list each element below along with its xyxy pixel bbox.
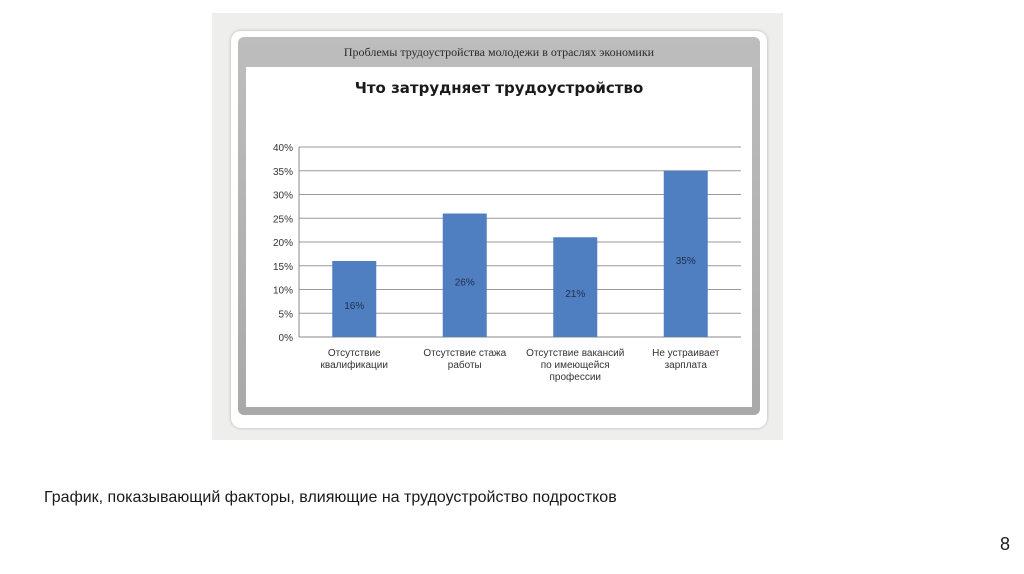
y-tick-label: 35% [273,167,293,178]
bar [663,170,708,337]
x-tick-label: Отсутствие квалификации [321,348,388,371]
page-number: 8 [999,534,1010,554]
y-tick-label: 10% [273,286,293,297]
bar-chart: 0% 5% 10% 15% 20% 25% 30% 35% 40% 16% Отсутствие кв… [273,143,741,383]
bar [553,237,598,337]
data-label: 35% [676,256,696,267]
frame-header: Проблемы трудоустройства молодежи в отра… [343,45,655,59]
x-tick-label: Отсутствие вакансий по имеющейся профессии [526,348,624,383]
chart-frame: Проблемы трудоустройства молодежи в отра… [231,31,767,428]
data-label: 16% [344,301,364,312]
y-tick-label: 5% [279,309,294,320]
y-tick-label: 20% [273,238,293,249]
slide-caption: График, показывающий факторы, влияющие н… [44,489,617,506]
x-tick-label: Отсутствие стажа работы [423,348,506,371]
chart-panel: Что затрудняет трудоустройство 0% 5% 10% 15… [246,67,752,407]
chart-frame-band: Проблемы трудоустройства молодежи в отра… [238,37,760,415]
bar [442,213,487,337]
y-tick-label: 15% [273,262,293,273]
slide-image: Проблемы трудоустройства молодежи в отра… [212,13,783,440]
y-tick-label: 25% [273,214,293,225]
data-label: 21% [565,289,585,300]
y-tick-label: 40% [273,143,293,154]
x-tick-label: Не устраивает зарплата [652,348,720,371]
chart-title: Что затрудняет трудоустройство [354,79,644,97]
bar [332,261,377,337]
y-tick-label: 0% [279,333,294,344]
data-label: 26% [455,277,475,288]
y-tick-label: 30% [273,191,293,202]
